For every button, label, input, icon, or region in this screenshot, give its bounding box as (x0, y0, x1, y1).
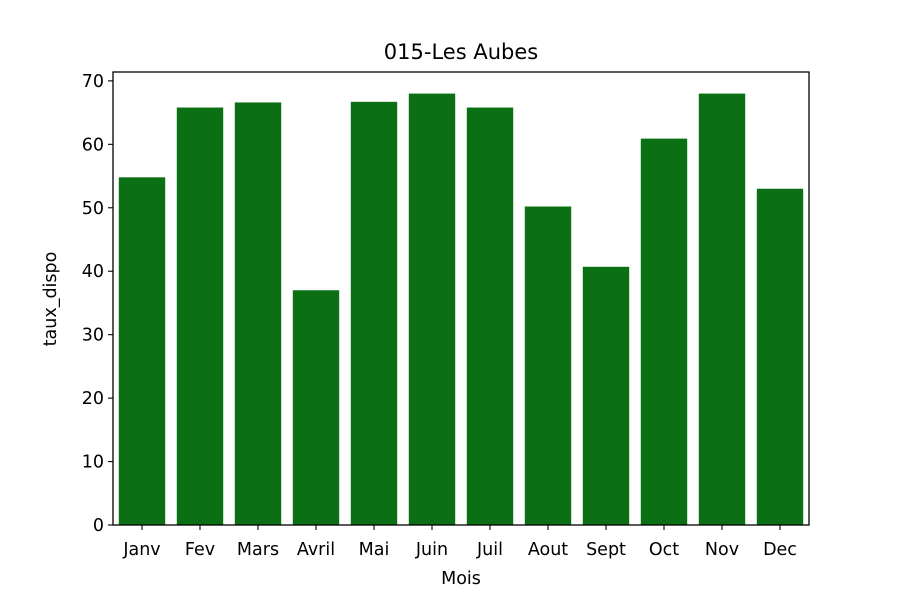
x-tick-label: Mars (237, 540, 279, 560)
bar-nov (698, 93, 746, 526)
x-axis-label: Mois (441, 569, 481, 589)
x-tick-label: Oct (649, 540, 679, 560)
bar-juil (466, 107, 514, 525)
bar-mars (234, 102, 282, 525)
plot-frame (112, 71, 810, 526)
y-axis-ticks: 0 10 20 30 40 50 60 70 (82, 72, 113, 536)
x-tick-label: Mai (359, 540, 390, 560)
y-tick-label: 70 (82, 72, 104, 92)
y-tick-label: 40 (82, 262, 104, 282)
x-tick-label: Dec (763, 540, 797, 560)
x-tick-label: Janv (122, 540, 160, 560)
y-tick-label: 60 (82, 135, 104, 155)
bar-fev (176, 107, 224, 525)
x-tick-label: Avril (297, 540, 335, 560)
bar-juin (408, 93, 456, 526)
bar-janv (118, 177, 166, 525)
y-axis-label: taux_dispo (41, 252, 61, 347)
x-tick-label: Aout (528, 540, 568, 560)
x-tick-label: Juil (476, 540, 503, 560)
bar-oct (640, 138, 688, 525)
y-tick-label: 0 (93, 516, 104, 536)
x-tick-label: Fev (185, 540, 215, 560)
y-tick-label: 30 (82, 326, 104, 346)
bar-aout (524, 206, 572, 525)
y-tick-label: 10 (82, 453, 104, 473)
bar-mai (350, 101, 398, 525)
x-tick-label: Juin (415, 540, 448, 560)
bar-sept (582, 266, 630, 525)
y-tick-label: 20 (82, 389, 104, 409)
x-tick-label: Sept (586, 540, 626, 560)
bar-dec (756, 188, 804, 525)
bars-group (118, 93, 804, 526)
x-axis-ticks: Janv Fev Mars Avril Mai Juin Juil Aout Sept Oct No… (122, 525, 797, 560)
x-tick-label: Nov (705, 540, 739, 560)
bar-avril (292, 290, 340, 525)
y-tick-label: 50 (82, 199, 104, 219)
chart-title: 015-Les Aubes (384, 40, 538, 64)
